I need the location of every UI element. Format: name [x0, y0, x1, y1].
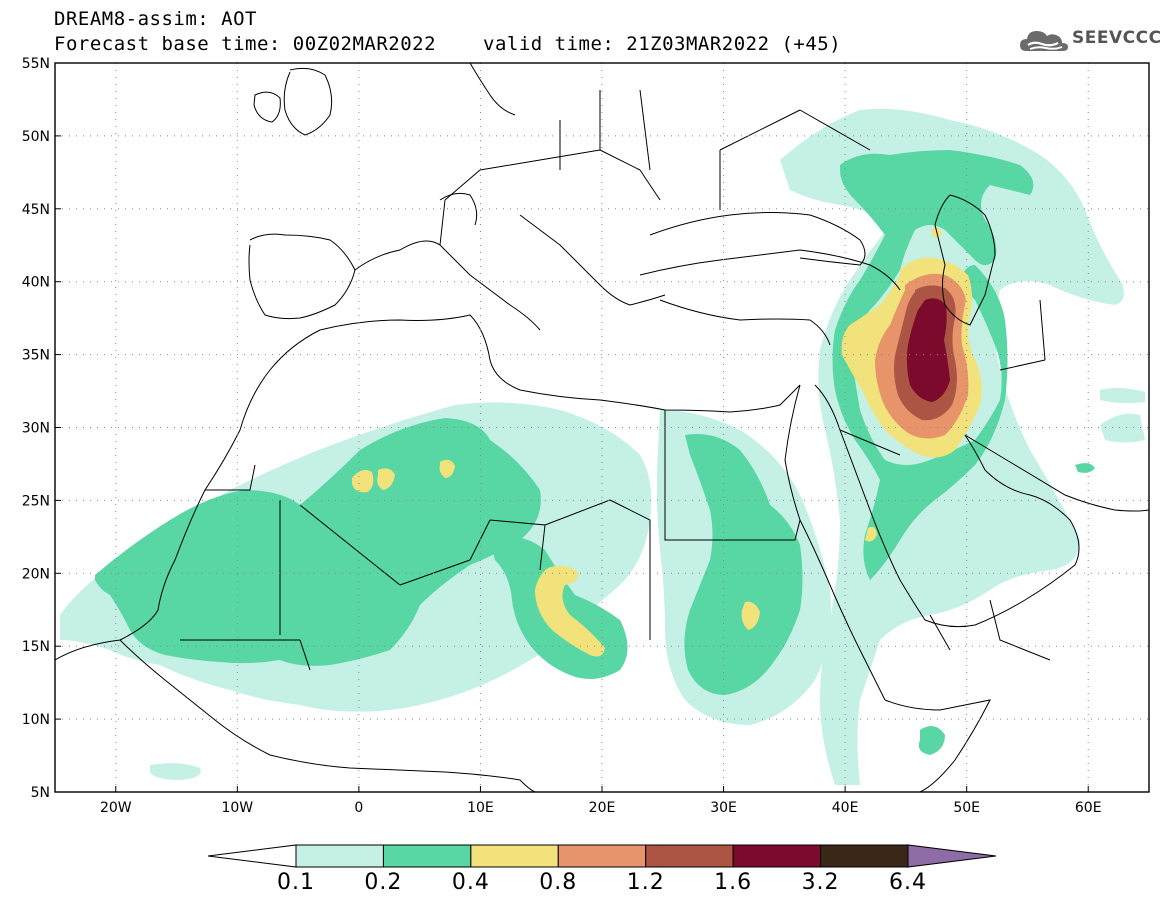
map-gridlines [55, 63, 1149, 792]
seevccc-logo [1018, 25, 1158, 57]
lat-tick-label: 25N [22, 493, 50, 509]
lon-tick-label: 10W [221, 800, 253, 816]
lat-tick-label: 55N [22, 56, 50, 72]
lat-tick-label: 20N [22, 566, 50, 582]
lon-tick-label: 50E [953, 800, 980, 816]
logo-text: SEEVCCC [1072, 28, 1162, 48]
valid-time: valid time: 21Z03MAR2022 (+45) [483, 33, 842, 55]
lat-tick-label: 40N [22, 275, 50, 291]
colorbar-level-label: 0.8 [539, 870, 578, 895]
cloud-icon [1020, 31, 1068, 51]
coastlines-borders [55, 63, 1149, 792]
colorbar-level-label: 0.1 [277, 870, 315, 895]
map-axes: 55N 50N 45N 40N 35N 30N 25N 20N 15N 10N 5N 20W 10W 0 1… [22, 56, 1102, 816]
lat-tick-label: 5N [31, 785, 50, 801]
lon-tick-label: 40E [832, 800, 859, 816]
aot-level-1-6 [906, 298, 950, 402]
lon-tick-label: 20E [589, 800, 616, 816]
colorbar-level-label: 1.6 [714, 870, 753, 895]
lon-tick-label: 10E [467, 800, 494, 816]
lat-tick-label: 15N [22, 639, 50, 655]
lat-tick-label: 30N [22, 421, 50, 437]
lat-tick-label: 45N [22, 202, 50, 218]
lat-tick-label: 50N [22, 129, 50, 145]
lon-tick-label: 60E [1075, 800, 1102, 816]
colorbar-level-label: 1.2 [626, 870, 665, 895]
aot-contours [60, 108, 1145, 785]
lat-tick-label: 35N [22, 348, 50, 364]
lon-tick-label: 30E [710, 800, 737, 816]
colorbar-level-label: 0.2 [364, 870, 403, 895]
colorbar-level-label: 0.4 [451, 870, 490, 895]
colorbar-level-label: 6.4 [889, 870, 927, 895]
map-title: DREAM8-assim: AOT [54, 8, 257, 30]
lon-tick-label: 20W [100, 800, 132, 816]
lat-tick-label: 10N [22, 712, 50, 728]
forecast-base-time: Forecast base time: 00Z02MAR2022 [54, 33, 437, 55]
lon-tick-label: 0 [354, 800, 363, 816]
colorbar-level-label: 3.2 [801, 870, 840, 895]
